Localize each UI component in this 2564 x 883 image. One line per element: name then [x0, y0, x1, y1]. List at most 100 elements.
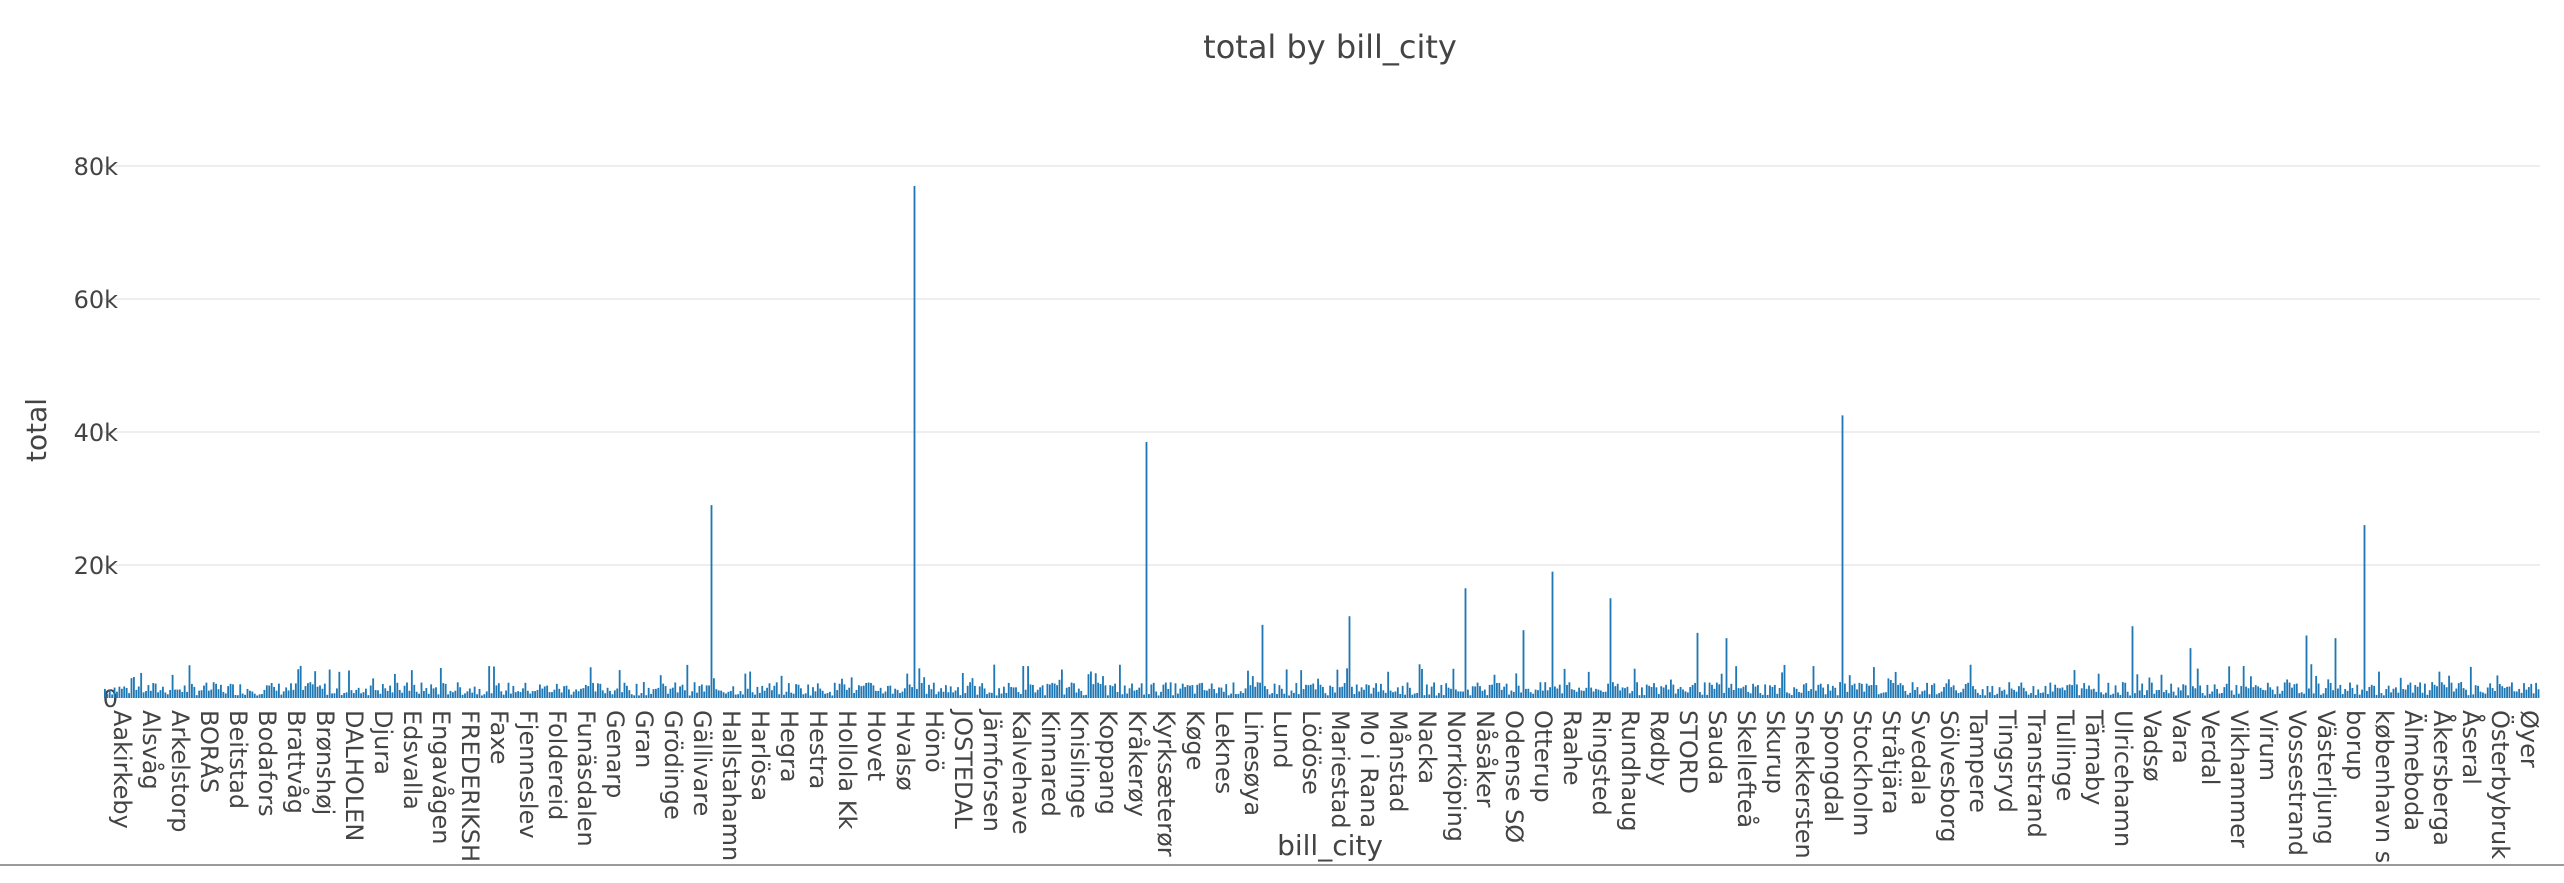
bar: [1355, 684, 1358, 698]
bar: [1566, 684, 1568, 698]
bar: [181, 691, 184, 698]
bar: [645, 695, 648, 698]
x-tick-label: STORD: [1674, 710, 1702, 794]
bar: [2334, 638, 2337, 698]
bar: [1307, 685, 1310, 698]
bar: [517, 691, 520, 698]
bar: [2457, 683, 2460, 698]
bar: [855, 689, 858, 698]
x-tick-label: Gällivare: [688, 710, 716, 816]
bar: [1679, 686, 1682, 698]
x-tick-label: Kyrksæterør: [1152, 710, 1180, 857]
bar: [1264, 686, 1266, 698]
bar: [278, 683, 280, 698]
bar: [669, 688, 672, 698]
bar: [795, 684, 797, 698]
bar: [1102, 676, 1104, 698]
bar: [1643, 695, 1646, 698]
bar: [1121, 694, 1124, 698]
bar: [611, 694, 614, 698]
bar: [1778, 687, 1781, 698]
bar: [725, 693, 727, 698]
bar: [1744, 685, 1747, 698]
bar: [386, 690, 389, 698]
bar: [746, 688, 749, 698]
bar: [1222, 691, 1225, 698]
bar: [452, 692, 454, 698]
x-tick-label: Vossestrand: [2283, 710, 2311, 856]
x-tick-label: Øyer: [2515, 710, 2543, 768]
bar: [867, 682, 870, 698]
bar: [2237, 693, 2240, 698]
bar: [1442, 695, 1445, 698]
bar: [1010, 687, 1013, 698]
bar: [2496, 675, 2499, 698]
bar: [287, 690, 290, 698]
bar: [512, 685, 515, 698]
bar: [1885, 692, 1887, 698]
bar: [1851, 685, 1854, 698]
bar: [2155, 690, 2158, 698]
bar: [1522, 630, 1525, 698]
bar: [2515, 691, 2518, 698]
bar: [906, 673, 909, 698]
bar: [1467, 689, 1469, 698]
bar: [140, 672, 143, 698]
x-tick-label: Hegra: [775, 710, 803, 783]
bar: [1969, 664, 1972, 698]
bar: [164, 692, 167, 698]
bar: [1377, 691, 1380, 698]
bar: [1041, 685, 1044, 698]
bar: [1239, 691, 1242, 698]
bar: [920, 682, 923, 698]
bar: [111, 694, 114, 698]
x-tick-label: FREDERIKSH: [456, 710, 484, 862]
bar: [1471, 686, 1474, 698]
bar: [2375, 694, 2378, 698]
bar: [1520, 692, 1522, 698]
bar: [1979, 694, 1982, 698]
bar: [821, 690, 824, 698]
bar: [732, 686, 735, 698]
bar: [1012, 687, 1015, 698]
bar: [449, 690, 452, 698]
bar: [937, 691, 940, 698]
bar: [1764, 684, 1767, 698]
bar: [1902, 685, 1904, 698]
bar: [1479, 686, 1481, 698]
bar: [514, 692, 517, 698]
x-tick-label: Alsvåg: [137, 710, 166, 790]
bar: [2527, 687, 2530, 698]
bar: [2310, 664, 2313, 698]
bar: [1119, 664, 1121, 698]
bar: [524, 682, 527, 698]
x-tick-label: Otterup: [1529, 710, 1557, 803]
bar: [708, 685, 710, 698]
bar: [321, 688, 324, 698]
bar: [1998, 687, 2001, 698]
x-tick-label: Rødby: [1645, 710, 1673, 786]
bar: [1051, 682, 1054, 698]
bar: [693, 682, 696, 698]
bar: [302, 689, 304, 698]
bar: [108, 689, 111, 698]
bar: [551, 692, 553, 698]
bar: [1225, 684, 1228, 698]
y-tick-label: 80k: [74, 153, 119, 181]
bar: [1140, 683, 1143, 698]
bar: [862, 685, 865, 698]
bar: [2259, 687, 2262, 698]
bar: [618, 670, 621, 698]
bar: [1609, 598, 1612, 698]
bar: [1131, 683, 1133, 698]
bar: [1162, 684, 1165, 698]
bar: [2167, 693, 2170, 698]
bar: [1280, 688, 1283, 698]
bar: [229, 683, 232, 698]
bar: [1911, 682, 1914, 698]
bar: [2486, 687, 2489, 698]
bar: [1829, 690, 1832, 698]
bar: [2320, 694, 2322, 698]
bar: [1099, 684, 1102, 698]
bar: [2225, 683, 2228, 698]
